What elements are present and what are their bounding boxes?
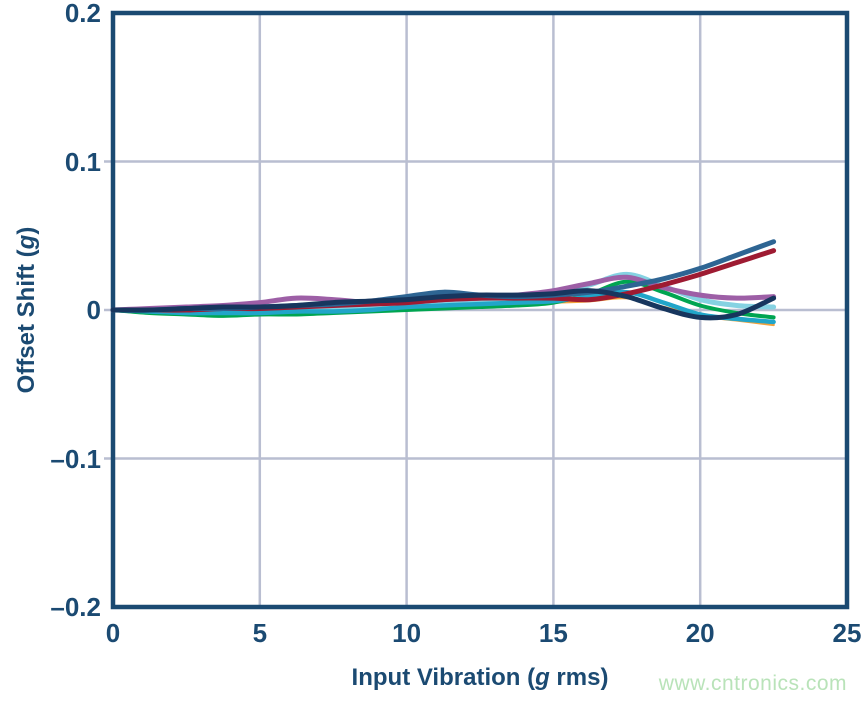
x-tick-label: 25 xyxy=(832,618,862,648)
series-line-unit-crimson xyxy=(110,248,777,313)
y-tick-label: 0 xyxy=(86,295,101,325)
x-tick-label: 15 xyxy=(538,618,568,648)
x-axis-title-italic-g: g xyxy=(535,664,550,691)
x-axis-title: Input Vibration (g rms) xyxy=(113,664,847,692)
x-axis-title-text: Input Vibration ( xyxy=(351,664,536,691)
series-line-unit-navy xyxy=(110,288,777,321)
y-tick-label: –0.1 xyxy=(50,443,101,474)
series-line-unit-cyan xyxy=(110,289,776,325)
y-axis-title-text: Offset Shift ( xyxy=(13,249,40,394)
x-tick-label: 0 xyxy=(105,618,121,648)
series-line-unit-green xyxy=(111,279,776,320)
y-axis-title-italic-g: g xyxy=(13,234,40,250)
x-tick-label: 20 xyxy=(685,618,715,648)
y-axis-title: Offset Shift (g) xyxy=(13,30,47,590)
x-tick-label: 5 xyxy=(252,618,268,648)
y-tick-label: 0.2 xyxy=(64,0,101,28)
x-tick-label: 10 xyxy=(392,618,422,648)
y-tick-label: –0.2 xyxy=(50,592,101,622)
watermark: www.cntronics.com xyxy=(658,672,847,695)
x-axis-title-suffix: rms) xyxy=(549,664,609,691)
y-tick-label: 0.1 xyxy=(64,146,101,177)
y-axis-title-suffix: ) xyxy=(13,226,40,235)
